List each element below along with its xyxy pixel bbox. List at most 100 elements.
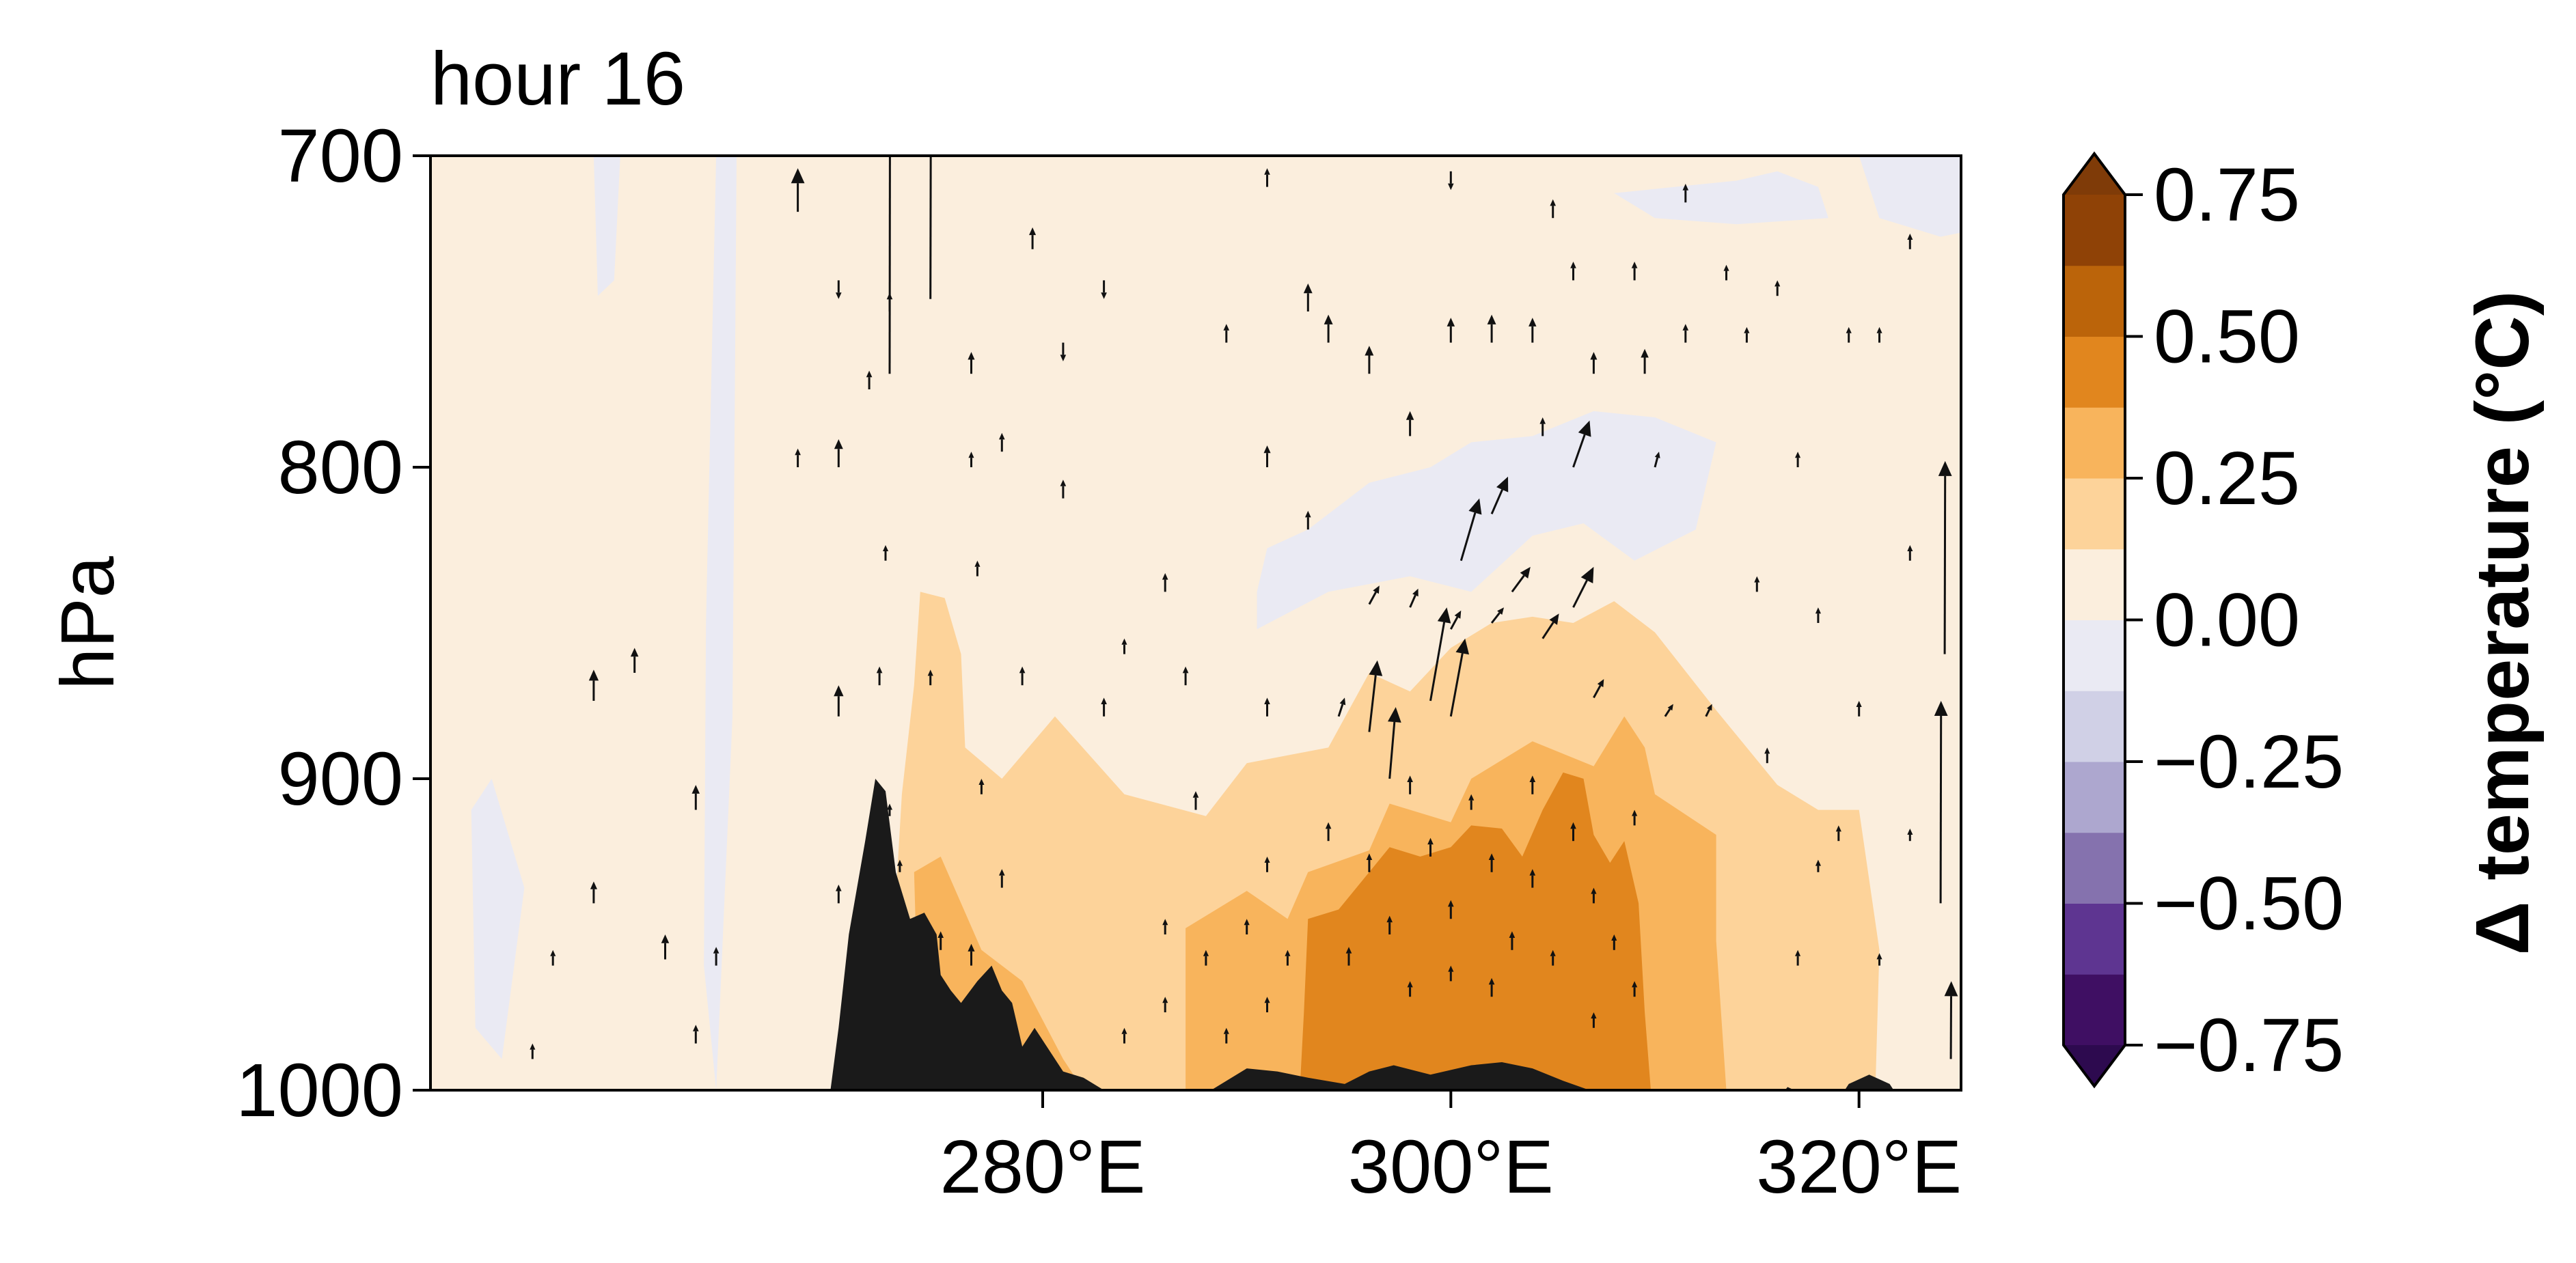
wind-vector [1223,324,1230,343]
wind-vector [1368,660,1383,732]
wind-vector [1101,280,1107,299]
wind-vector [2142,1050,2148,1059]
wind-vector [1305,510,1311,530]
wind-vector [1682,184,1689,203]
wind-vector [1938,460,1952,654]
colorbar-label: Δ temperature (°C) [2461,291,2545,956]
field-region-4 [1552,473,1611,505]
wind-vector [1264,168,1270,187]
wind-vector [929,156,932,299]
wind-vector [1529,869,1536,888]
colorbar-level [2064,762,2125,833]
wind-vector [1337,697,1346,717]
wind-vector [1060,480,1067,499]
colorbar-tick-label: 0.25 [2154,436,2300,521]
y-axis-label: hPa [46,555,130,690]
wind-vector [888,156,891,374]
colorbar-ticks: 0.75 0.50 0.25 0.00 −0.25 −0.50 −0.75 [2125,153,2344,1087]
field-region-5 [1614,171,1828,225]
y-axis: 700 800 900 1000 [236,114,430,1133]
wind-vector [1263,445,1271,467]
wind-vector [1934,701,1948,904]
wind-vector [1182,666,1189,686]
wind-vector [1999,268,2005,280]
wind-vector [1632,981,1638,997]
colorbar-level [2064,407,2125,479]
wind-vector [974,560,981,577]
colorbar [2062,151,2126,1089]
wind-vector [1654,452,1660,468]
temperature-field [471,156,1961,1090]
wind-vector [1223,1027,1229,1044]
wind-vector [1705,704,1712,717]
wind-vector [1264,697,1270,717]
wind-vector [1060,342,1067,361]
wind-vector [1407,981,1413,997]
wind-vector [968,352,975,374]
wind-vector [1407,775,1413,794]
colorbar-tick-label: −0.50 [2154,862,2344,946]
wind-vector [1611,934,1617,950]
wind-vector [2142,769,2148,779]
wind-vector [1835,825,1841,842]
wind-vector [713,947,720,966]
wind-vector [1468,794,1475,810]
wind-vector [1162,919,1168,934]
colorbar-level [2064,478,2125,550]
wind-vector [1775,280,1781,296]
wind-vector [1488,853,1495,872]
wind-vector [691,785,700,810]
wind-vector [1999,549,2005,561]
wind-vector [1029,227,1037,249]
wind-vector [1509,931,1516,950]
wind-vector [1754,576,1760,592]
wind-vector [896,859,903,872]
colorbar-level [2064,195,2125,266]
wind-vector [836,280,842,299]
wind-vector [1303,283,1313,311]
wind-vector [2040,143,2045,156]
y-tick-label: 800 [277,426,403,510]
wind-vector [1192,791,1199,810]
wind-vector [834,685,844,717]
colorbar-level [2064,620,2125,691]
wind-vector [550,949,556,966]
wind-vector [1795,949,1801,966]
colorbar-level [2064,549,2125,620]
colorbar-level [2064,974,2125,1046]
wind-vector [1121,1027,1127,1044]
wind-vector [2142,209,2148,219]
x-axis: 280°E 300°E 320°E [940,1090,1962,1209]
field-region-3 [1257,411,1716,630]
x-tick-label: 300°E [1348,1125,1554,1209]
wind-vector [1447,318,1455,343]
wind-vector [1448,965,1454,982]
x-tick-label: 280°E [940,1125,1146,1209]
field-region-1 [471,779,525,1059]
wind-vector [1632,809,1638,826]
wind-vector [693,1025,699,1044]
wind-vector [1590,352,1598,374]
terrain-profile [830,779,1894,1090]
wind-vector [588,669,599,701]
wind-vector [795,448,801,467]
wind-vector [937,931,944,950]
wind-vectors [530,143,2148,1059]
colorbar-level [2064,903,2125,975]
wind-vector [1593,679,1604,699]
wind-vector [834,439,843,467]
wind-vector [530,1043,536,1059]
wind-vector [1409,588,1419,608]
wind-vector [1449,638,1469,717]
wind-vector [1490,607,1504,624]
wind-vector [661,934,670,960]
wind-vector [1641,348,1649,374]
wind-vector [1572,420,1591,468]
wind-vector [1664,704,1673,717]
colorbar-level [2064,691,2125,762]
wind-vector [1723,264,1729,281]
y-tick-label: 1000 [236,1049,403,1133]
wind-vector [1570,262,1576,281]
wind-vector [927,669,933,686]
